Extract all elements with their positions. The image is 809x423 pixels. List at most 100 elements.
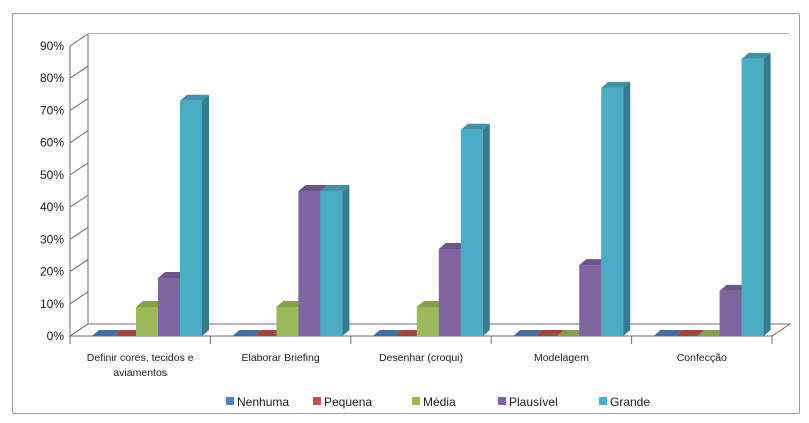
bar-top — [460, 123, 490, 130]
x-tick-label: Modelagem — [534, 352, 589, 364]
legend-swatch — [313, 397, 321, 405]
bar — [460, 123, 490, 337]
bar-top — [320, 185, 350, 191]
bar-front — [298, 191, 321, 336]
x-tick-label: Confecção — [677, 352, 727, 364]
y-tick-label: 0% — [47, 329, 65, 343]
bar-top — [438, 243, 468, 249]
legend-label: Pequena — [324, 395, 372, 409]
gridline-side — [69, 130, 89, 144]
bar-top — [232, 330, 262, 336]
bar — [180, 94, 209, 337]
bar — [535, 330, 565, 337]
legend-swatch — [412, 397, 420, 405]
bar — [601, 81, 631, 336]
legend-item: Média — [412, 395, 456, 409]
gridline-side — [69, 226, 89, 240]
bar-front — [460, 129, 483, 336]
bar-top — [276, 301, 306, 307]
bar-top — [535, 330, 565, 336]
legend-item: Nenhuma — [226, 395, 289, 409]
y-tick-labels: 0% 10% 20% 30% 40% 50% 60% 70% 80% 90% — [40, 39, 64, 343]
bar-top — [557, 330, 587, 336]
x-tick-label-line: Desenhar (croqui) — [379, 352, 463, 364]
y-tick-label: 30% — [40, 232, 64, 246]
bar — [92, 330, 121, 337]
bar-front — [438, 249, 461, 336]
y-tick-label: 60% — [40, 136, 64, 150]
x-tick-label-line: Elaborar Briefing — [241, 352, 319, 364]
bar — [653, 330, 683, 337]
gridline-side — [69, 162, 89, 176]
bar-top — [697, 330, 727, 336]
legend: Nenhuma Pequena Média Plausível Grande — [226, 395, 650, 409]
legend-label: Plausível — [509, 395, 558, 409]
legend-label: Nenhuma — [237, 395, 289, 409]
x-tick-label: Definir cores, tecidos e aviamentos — [87, 352, 194, 379]
bars — [92, 52, 771, 337]
bar-top — [372, 330, 402, 336]
bar — [741, 52, 771, 337]
gridline-side — [69, 194, 89, 208]
legend-swatch — [599, 397, 607, 405]
x-tick-label-line: Modelagem — [534, 352, 589, 364]
y-tick-label: 20% — [40, 265, 64, 279]
bar-top — [136, 301, 165, 307]
bar — [232, 330, 262, 337]
bar-top — [254, 330, 284, 336]
bar-front — [276, 307, 299, 336]
bar-top — [741, 52, 771, 59]
bar-top — [158, 272, 187, 278]
bar-top — [601, 81, 631, 88]
bar-top — [114, 330, 143, 336]
bar-front — [320, 191, 343, 336]
bar-front — [158, 278, 180, 336]
y-tick-label: 40% — [40, 200, 64, 214]
legend-item: Plausível — [498, 395, 558, 409]
bar-front — [416, 307, 439, 336]
bar-front — [180, 100, 202, 337]
bar — [697, 330, 727, 337]
bar-side — [623, 81, 631, 336]
bar — [254, 330, 284, 337]
gridline-side — [69, 33, 89, 47]
legend-item: Grande — [599, 395, 650, 409]
y-tick-label: 70% — [40, 103, 64, 117]
bar-top — [92, 330, 121, 336]
gridline-side — [69, 98, 89, 111]
legend-label: Grande — [610, 395, 650, 409]
y-tick-label: 90% — [40, 39, 64, 53]
legend-swatch — [226, 397, 234, 405]
gridline-side — [69, 259, 89, 272]
gridline-side — [69, 65, 89, 79]
bar — [557, 330, 587, 337]
bar — [394, 330, 424, 337]
bar-top — [675, 330, 705, 336]
bar-top — [298, 185, 328, 191]
x-tick-label-line: Confecção — [677, 352, 727, 364]
bar-top — [653, 330, 683, 336]
bar-side — [482, 123, 490, 337]
bar-top — [180, 94, 209, 101]
y-tick-label: 50% — [40, 168, 64, 182]
bar-side — [342, 185, 350, 336]
bar-top — [719, 284, 749, 291]
bar-side — [763, 52, 771, 337]
x-tick-label-line: Definir cores, tecidos e — [87, 352, 194, 364]
legend-label: Média — [423, 395, 456, 409]
bar-front — [579, 265, 602, 336]
bar-front — [741, 58, 764, 337]
legend-item: Pequena — [313, 395, 372, 409]
bar — [320, 185, 350, 336]
bar — [675, 330, 705, 337]
bar — [372, 330, 402, 337]
y-tick-label: 10% — [40, 297, 64, 311]
bar — [114, 330, 143, 337]
legend-swatch — [498, 397, 506, 405]
bar-top — [394, 330, 424, 336]
x-tick-label: Desenhar (croqui) — [379, 352, 463, 364]
bar-top — [513, 330, 543, 336]
bar-side — [202, 94, 209, 337]
gridline-side — [69, 291, 89, 305]
